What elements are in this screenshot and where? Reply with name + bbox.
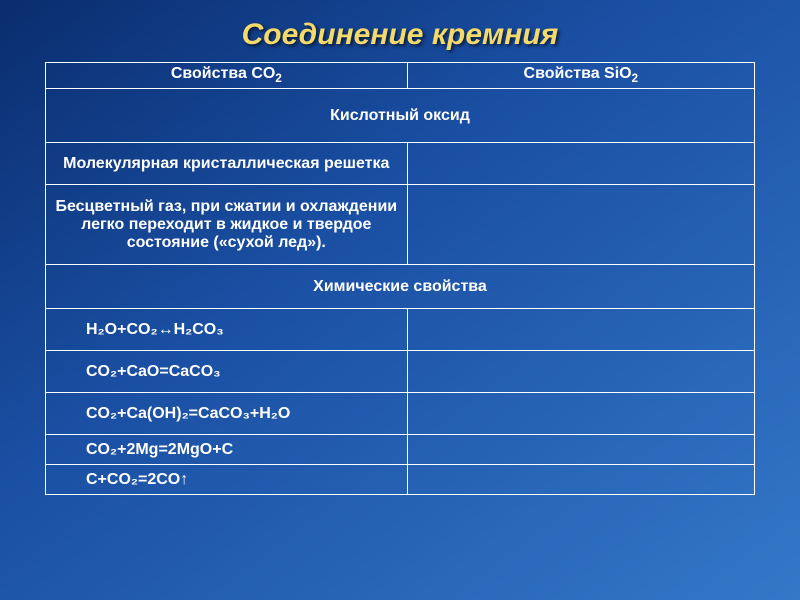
- section-row-chem: Химические свойства: [46, 265, 755, 309]
- equation-co2: H₂O+CO₂↔H₂CO₃: [46, 309, 408, 351]
- equation-sio2: [407, 351, 754, 393]
- equation-sio2: [407, 465, 754, 495]
- equation-co2: CO₂+2Mg=2MgO+C: [46, 435, 408, 465]
- section-acidic-oxide: Кислотный оксид: [46, 89, 755, 143]
- equation-sio2: [407, 435, 754, 465]
- lattice-sio2: [407, 143, 754, 185]
- equation-row: CO₂+CaO=CaCO₃: [46, 351, 755, 393]
- col-header-sio2-text: Свойства SiO: [524, 65, 632, 82]
- section-row-oxide: Кислотный оксид: [46, 89, 755, 143]
- col-header-co2-sub: 2: [275, 74, 281, 86]
- equation-co2: C+CO₂=2CO↑: [46, 465, 408, 495]
- equation-sio2: [407, 309, 754, 351]
- table-header-row: Свойства CO2 Свойства SiO2: [46, 63, 755, 89]
- col-header-co2: Свойства CO2: [46, 63, 408, 89]
- col-header-sio2-sub: 2: [632, 74, 638, 86]
- slide-title: Соединение кремния: [0, 0, 800, 62]
- physical-sio2: [407, 185, 754, 265]
- section-chemical-properties: Химические свойства: [46, 265, 755, 309]
- equation-row: C+CO₂=2CO↑: [46, 465, 755, 495]
- table-row: Бесцветный газ, при сжатии и охлаждении …: [46, 185, 755, 265]
- equation-row: CO₂+2Mg=2MgO+C: [46, 435, 755, 465]
- physical-co2: Бесцветный газ, при сжатии и охлаждении …: [46, 185, 408, 265]
- equation-row: CO₂+Ca(OH)₂=CaCO₃+H₂O: [46, 393, 755, 435]
- lattice-co2: Молекулярная кристаллическая решетка: [46, 143, 408, 185]
- equation-co2: CO₂+CaO=CaCO₃: [46, 351, 408, 393]
- comparison-table: Свойства CO2 Свойства SiO2 Кислотный окс…: [45, 62, 755, 495]
- equation-row: H₂O+CO₂↔H₂CO₃: [46, 309, 755, 351]
- comparison-table-wrap: Свойства CO2 Свойства SiO2 Кислотный окс…: [45, 62, 755, 495]
- col-header-co2-text: Свойства CO: [171, 65, 276, 82]
- equation-co2: CO₂+Ca(OH)₂=CaCO₃+H₂O: [46, 393, 408, 435]
- table-row: Молекулярная кристаллическая решетка: [46, 143, 755, 185]
- equation-sio2: [407, 393, 754, 435]
- col-header-sio2: Свойства SiO2: [407, 63, 754, 89]
- slide: Соединение кремния Свойства CO2 Свойства…: [0, 0, 800, 600]
